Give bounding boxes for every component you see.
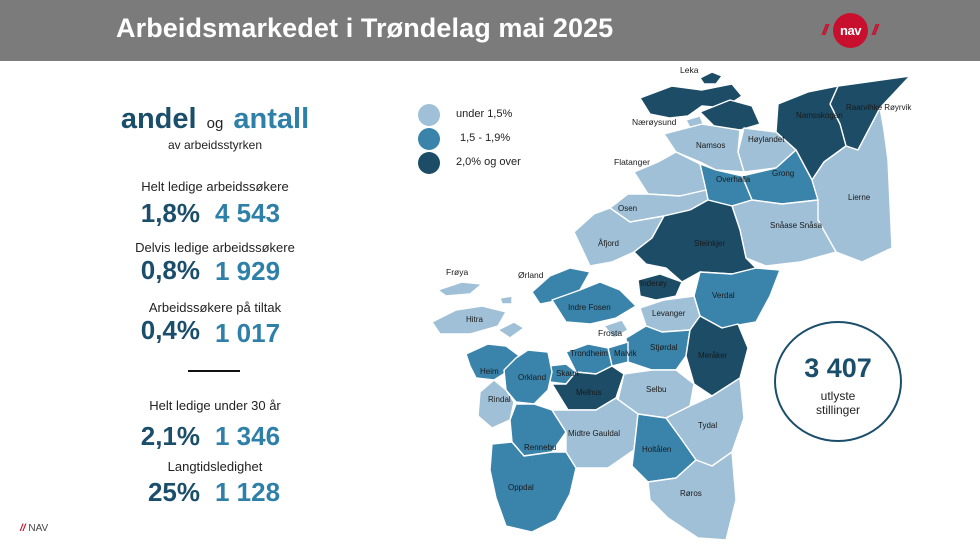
stat-percent-helt-ledige: 1,8% [140, 198, 200, 228]
logo-slash-left: // [822, 22, 829, 39]
logo-circle: nav [833, 13, 868, 48]
map-label-frosta: Frosta [598, 328, 622, 338]
map-label-snaase: Snåase Snåsa [770, 221, 823, 230]
map-label-overhalla: Overhalla [716, 175, 751, 184]
muni-inderoy [637, 273, 683, 301]
muni-hitra [431, 305, 507, 335]
map-label-afjord: Åfjord [598, 239, 619, 248]
map-label-namsos: Namsos [696, 141, 725, 150]
stat-label-delvis-ledige: Delvis ledige arbeidssøkere [135, 240, 295, 255]
map-label-holtalen: Holtålen [642, 445, 671, 454]
map-label-steinkjer: Steinkjer [694, 239, 725, 248]
muni-froya-islet [499, 295, 513, 305]
map-label-skaun: Skaun [556, 369, 579, 378]
headline-antall: antall [233, 103, 310, 135]
map-label-heim: Heim [480, 367, 499, 376]
muni-roros [647, 451, 737, 541]
map-label-selbu: Selbu [646, 385, 666, 394]
legend-label-high: 2,0% og over [456, 156, 521, 168]
footer-brand: // NAV [20, 523, 48, 534]
muni-indre-fosen [551, 281, 637, 325]
vacancies-count: 3 407 [804, 353, 872, 383]
muni-froya [437, 281, 483, 297]
stat-label-langtid: Langtidsledighet [167, 459, 263, 474]
map-label-orkland: Orkland [518, 373, 546, 382]
muni-rindal [477, 379, 515, 429]
headline: andel og antall [110, 103, 320, 136]
muni-frosta [603, 319, 629, 339]
map-label-inderoy: Inderøy [640, 279, 667, 288]
map-label-grong: Grong [772, 169, 794, 178]
stat-percent-delvis-ledige: 0,8% [140, 255, 200, 285]
map-label-meraker: Meråker [698, 351, 728, 360]
stat-count-under-30: 1 346 [215, 421, 281, 451]
vacancies-bubble: 3 407 utlyste stillinger [774, 321, 902, 442]
map-label-tydal: Tydal [698, 421, 717, 430]
map-label-trondheim: Trondheim [570, 349, 608, 358]
muni-meraker [685, 315, 749, 397]
legend-swatch-mid [418, 128, 440, 150]
stat-count-delvis-ledige: 1 929 [215, 256, 281, 286]
divider [188, 370, 240, 372]
map-label-roros: Røros [680, 489, 702, 498]
headline-subtitle: av arbeidsstyrken [167, 138, 263, 152]
map-label-namsskogan: Namsskogan [796, 111, 843, 120]
map-label-indre-fosen: Indre Fosen [568, 303, 611, 312]
map-label-rindal: Rindal [488, 395, 511, 404]
stat-count-helt-ledige: 4 543 [215, 198, 281, 228]
legend-swatch-low [418, 104, 440, 126]
map-label-osen: Osen [618, 204, 637, 213]
map-label-midtre-gauldal: Midtre Gauldal [568, 429, 620, 438]
stat-count-langtid: 1 128 [215, 477, 281, 507]
map-label-malvik: Malvik [614, 349, 638, 358]
map-label-oppdal: Oppdal [508, 483, 534, 492]
stat-label-helt-ledige: Helt ledige arbeidssøkere [141, 179, 289, 194]
headline-og: og [206, 115, 224, 132]
map-label-stjordal: Stjørdal [650, 343, 678, 352]
map-label-verdal: Verdal [712, 291, 735, 300]
muni-orland [531, 267, 591, 305]
map-label-hitra: Hitra [466, 315, 483, 324]
legend-label-low: under 1,5% [456, 108, 513, 120]
muni-orkland [503, 349, 553, 405]
header-bar: Arbeidsmarkedet i Trøndelag mai 2025 // … [0, 0, 980, 61]
footer-text: NAV [28, 523, 49, 534]
map-label-rennebu: Rennebu [524, 443, 556, 452]
stat-label-tiltak: Arbeidssøkere på tiltak [148, 300, 282, 315]
vacancies-label: utlyste stillinger [815, 389, 860, 417]
map-label-naeroysund: Nærøysund [632, 117, 677, 127]
nav-logo: // nav // [822, 12, 888, 48]
legend-label-mid: 1,5 - 1,9% [460, 132, 511, 144]
map-label-raarvihke: Raarvihke Røyrvik [846, 103, 912, 112]
map-label-hoylandet: Høylandet [748, 135, 785, 144]
legend-swatch-high [418, 152, 440, 174]
muni-leka [699, 71, 723, 85]
muni-oppdal [489, 441, 577, 533]
map-label-leka: Leka [680, 65, 699, 75]
map-label-melhus: Melhus [576, 388, 602, 397]
stat-label-under-30: Helt ledige under 30 år [149, 398, 281, 413]
stat-count-tiltak: 1 017 [215, 318, 281, 348]
map-label-orland: Ørland [518, 270, 544, 280]
headline-andel: andel [120, 103, 197, 135]
map-label-levanger: Levanger [652, 309, 686, 318]
footer-slashes: // [20, 523, 26, 534]
logo-slash-right: // [872, 22, 879, 39]
stat-percent-under-30: 2,1% [140, 421, 200, 451]
stat-percent-langtid: 25% [147, 477, 200, 507]
map-label-flatanger: Flatanger [614, 157, 650, 167]
stat-percent-tiltak: 0,4% [140, 315, 200, 345]
map-label-lierne: Lierne [848, 193, 871, 202]
map-label-froya: Frøya [446, 267, 468, 277]
page-title: Arbeidsmarkedet i Trøndelag mai 2025 [116, 13, 614, 43]
muni-hitra-east [497, 321, 525, 339]
